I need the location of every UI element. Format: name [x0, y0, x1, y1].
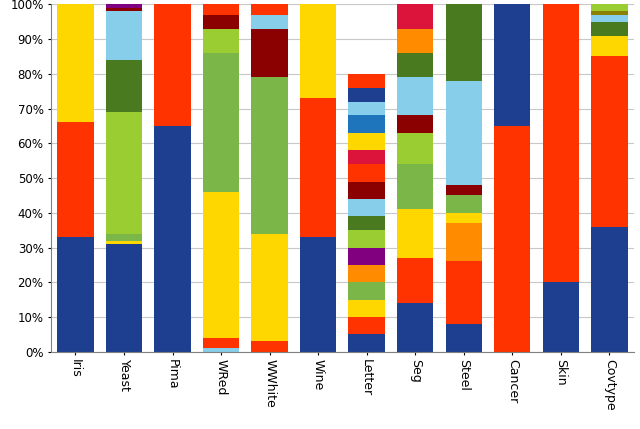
- Bar: [348, 335, 385, 352]
- Bar: [591, 36, 628, 56]
- Bar: [348, 230, 385, 248]
- Bar: [348, 133, 385, 150]
- Bar: [445, 4, 482, 81]
- Bar: [397, 4, 433, 29]
- Bar: [57, 4, 93, 122]
- Bar: [203, 4, 239, 15]
- Bar: [348, 102, 385, 115]
- Bar: [348, 317, 385, 335]
- Bar: [397, 77, 433, 115]
- Bar: [154, 126, 191, 352]
- Bar: [348, 164, 385, 181]
- Bar: [106, 234, 142, 241]
- Bar: [348, 181, 385, 199]
- Bar: [203, 338, 239, 348]
- Bar: [397, 209, 433, 258]
- Bar: [203, 348, 239, 352]
- Bar: [348, 216, 385, 230]
- Bar: [203, 15, 239, 29]
- Bar: [106, 241, 142, 244]
- Bar: [106, 11, 142, 60]
- Bar: [445, 196, 482, 213]
- Bar: [348, 199, 385, 216]
- Bar: [252, 77, 288, 234]
- Bar: [348, 74, 385, 88]
- Bar: [494, 126, 531, 352]
- Bar: [397, 29, 433, 53]
- Bar: [591, 56, 628, 227]
- Bar: [591, 15, 628, 21]
- Bar: [591, 11, 628, 15]
- Bar: [445, 81, 482, 185]
- Bar: [397, 303, 433, 352]
- Bar: [494, 4, 531, 126]
- Bar: [57, 237, 93, 352]
- Bar: [57, 122, 93, 237]
- Bar: [348, 265, 385, 282]
- Bar: [300, 237, 337, 352]
- Bar: [543, 4, 579, 133]
- Bar: [348, 300, 385, 317]
- Bar: [106, 60, 142, 112]
- Bar: [543, 133, 579, 282]
- Bar: [397, 133, 433, 164]
- Bar: [397, 258, 433, 303]
- Bar: [543, 282, 579, 352]
- Bar: [397, 164, 433, 209]
- Bar: [252, 341, 288, 352]
- Bar: [252, 234, 288, 341]
- Bar: [252, 15, 288, 29]
- Bar: [348, 248, 385, 265]
- Bar: [397, 115, 433, 133]
- Bar: [591, 227, 628, 352]
- Bar: [348, 282, 385, 300]
- Bar: [106, 4, 142, 8]
- Bar: [591, 4, 628, 11]
- Bar: [252, 29, 288, 77]
- Bar: [154, 4, 191, 126]
- Bar: [445, 324, 482, 352]
- Bar: [300, 4, 337, 98]
- Bar: [397, 53, 433, 77]
- Bar: [445, 223, 482, 261]
- Bar: [252, 4, 288, 15]
- Bar: [348, 115, 385, 133]
- Bar: [348, 150, 385, 164]
- Bar: [445, 261, 482, 324]
- Bar: [591, 21, 628, 36]
- Bar: [445, 213, 482, 223]
- Bar: [445, 185, 482, 196]
- Bar: [203, 192, 239, 338]
- Bar: [203, 53, 239, 192]
- Bar: [106, 244, 142, 352]
- Bar: [300, 98, 337, 237]
- Bar: [106, 112, 142, 234]
- Bar: [106, 8, 142, 11]
- Bar: [203, 29, 239, 53]
- Bar: [348, 88, 385, 102]
